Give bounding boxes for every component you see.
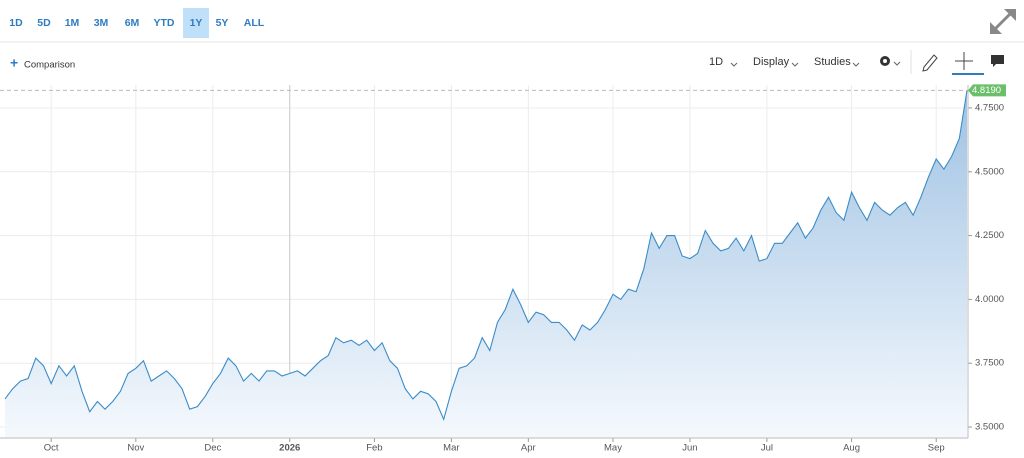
chevron [791, 62, 799, 67]
studies-button[interactable]: Studies [814, 56, 851, 68]
line [4, 90, 968, 422]
x-tick-label: Aug [843, 443, 860, 454]
y-tick-label: 4.5000 [975, 166, 1004, 177]
x-tick-label: 2026 [279, 443, 300, 454]
crosshair-icon[interactable] [955, 52, 973, 70]
range-button[interactable]: YTD [154, 17, 175, 29]
x-tick-label: Jun [682, 443, 697, 454]
x-tick-label: Apr [521, 443, 536, 454]
area [5, 90, 967, 439]
draw-icon[interactable] [922, 54, 938, 72]
expand-icon[interactable] [990, 9, 1016, 34]
range-button[interactable]: 1D [9, 17, 23, 29]
plus-icon[interactable]: + [10, 55, 18, 71]
x-tick-label: Mar [443, 443, 459, 454]
y-tick-label: 3.5000 [975, 422, 1004, 433]
y-tick-label: 4.2500 [975, 230, 1004, 241]
x-tick-label: Feb [366, 443, 382, 454]
range-button[interactable]: 1Y [190, 17, 203, 29]
range-button[interactable]: 6M [125, 17, 140, 29]
x-tick-label: Sep [928, 443, 945, 454]
x-tick-label: Oct [44, 443, 59, 454]
settings-icon[interactable] [880, 56, 901, 66]
comparison-button[interactable]: Comparison [24, 60, 75, 71]
y-tick-label: 3.7500 [975, 358, 1004, 369]
price-label: 4.8190 [972, 85, 1001, 96]
chevron [852, 62, 860, 67]
interval-button[interactable]: 1D [709, 56, 723, 68]
x-tick-label: Dec [204, 443, 221, 454]
chevron [730, 62, 738, 67]
display-button[interactable]: Display [753, 56, 790, 68]
y-tick-label: 4.7500 [975, 102, 1004, 113]
range-button[interactable]: 5Y [216, 17, 229, 29]
x-tick-label: May [604, 443, 622, 454]
range-button[interactable]: ALL [244, 17, 265, 29]
x-tick-label: Nov [127, 443, 144, 454]
active-range-bg [183, 8, 209, 38]
comment-icon[interactable] [991, 55, 1004, 67]
price-tag [968, 84, 1006, 97]
range-button[interactable]: 1M [65, 17, 80, 29]
range-button[interactable]: 3M [94, 17, 109, 29]
range-button[interactable]: 5D [37, 17, 51, 29]
y-tick-label: 4.0000 [975, 294, 1004, 305]
x-tick-label: Jul [761, 443, 773, 454]
